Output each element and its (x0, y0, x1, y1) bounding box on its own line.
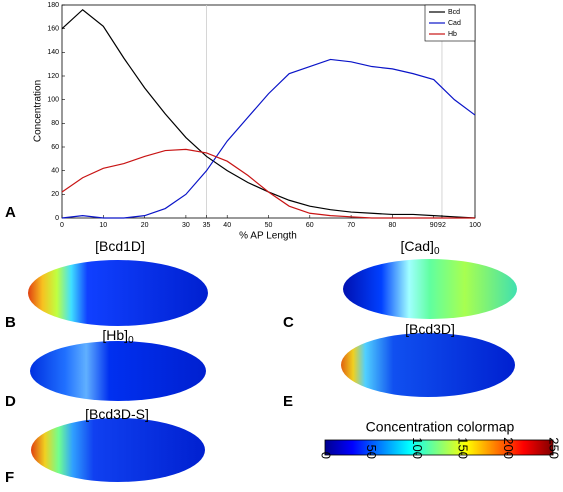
x-tick-label: 90 (430, 222, 438, 229)
panel-label-text: [Bcd1D] (95, 238, 145, 254)
colorbar-tick-label: 150 (455, 437, 470, 459)
panel-label-subscript: 0 (128, 335, 134, 346)
colorbar-tick-label: 200 (501, 437, 516, 459)
y-axis-label: Concentration (33, 80, 44, 142)
x-tick-label: 80 (389, 222, 397, 229)
panel-label: [Bcd1D] (95, 238, 145, 254)
x-tick-label: 92 (438, 222, 446, 229)
embryo-image (31, 418, 205, 482)
embryo-image (30, 341, 206, 401)
panel-label-text: [Cad] (400, 238, 433, 254)
x-tick-label: 50 (265, 222, 273, 229)
y-tick-label: 140 (47, 49, 59, 56)
panel-letter: B (5, 314, 16, 331)
y-tick-label: 100 (47, 97, 59, 104)
x-tick-label: 0 (60, 222, 64, 229)
y-tick-label: 120 (47, 73, 59, 80)
panel-label-text: [Bcd3D] (405, 321, 455, 337)
x-tick-label: 35 (203, 222, 211, 229)
panel-label-subscript: 0 (434, 246, 440, 257)
colorbar-tick-label: 0 (319, 452, 334, 459)
embryo-image (28, 260, 208, 326)
panel-letter: D (5, 393, 16, 410)
legend-label: Bcd (448, 9, 460, 16)
colorbar-title: Concentration colormap (366, 419, 515, 435)
panel-letter: A (5, 204, 16, 221)
panel-label: [Bcd3D-S] (85, 406, 149, 422)
x-tick-label: 70 (347, 222, 355, 229)
panel-label-text: [Bcd3D-S] (85, 406, 149, 422)
plot-area (61, 4, 476, 219)
colorbar-tick-label: 100 (410, 437, 425, 459)
panel-letter: E (283, 393, 293, 410)
y-tick-label: 40 (51, 168, 59, 175)
panel-letter: F (5, 469, 14, 486)
legend-label: Cad (448, 20, 461, 27)
colorbar-tick-label: 250 (547, 437, 562, 459)
y-tick-label: 180 (47, 2, 59, 9)
panel-label: [Hb]0 (102, 327, 134, 346)
y-tick-label: 60 (51, 144, 59, 151)
y-tick-label: 80 (51, 120, 59, 127)
x-axis-label: % AP Length (239, 231, 297, 242)
embryo-image (341, 333, 515, 397)
series-line (61, 148, 475, 219)
colorbar (324, 439, 554, 456)
embryo-image (343, 259, 517, 319)
x-tick-label: 40 (223, 222, 231, 229)
y-tick-label: 0 (55, 215, 59, 222)
series-line (61, 58, 476, 219)
x-tick-label: 10 (99, 222, 107, 229)
panel-letter: C (283, 314, 294, 331)
legend-label: Hb (448, 31, 457, 38)
x-tick-label: 60 (306, 222, 314, 229)
y-tick-label: 160 (47, 26, 59, 33)
colorbar-tick-label: 50 (364, 445, 379, 459)
panel-label: [Cad]0 (400, 238, 439, 257)
x-tick-label: 100 (469, 222, 481, 229)
x-tick-label: 30 (182, 222, 190, 229)
x-tick-label: 20 (141, 222, 149, 229)
panel-label-text: [Hb] (102, 327, 128, 343)
panel-label: [Bcd3D] (405, 321, 455, 337)
y-tick-label: 20 (51, 191, 59, 198)
